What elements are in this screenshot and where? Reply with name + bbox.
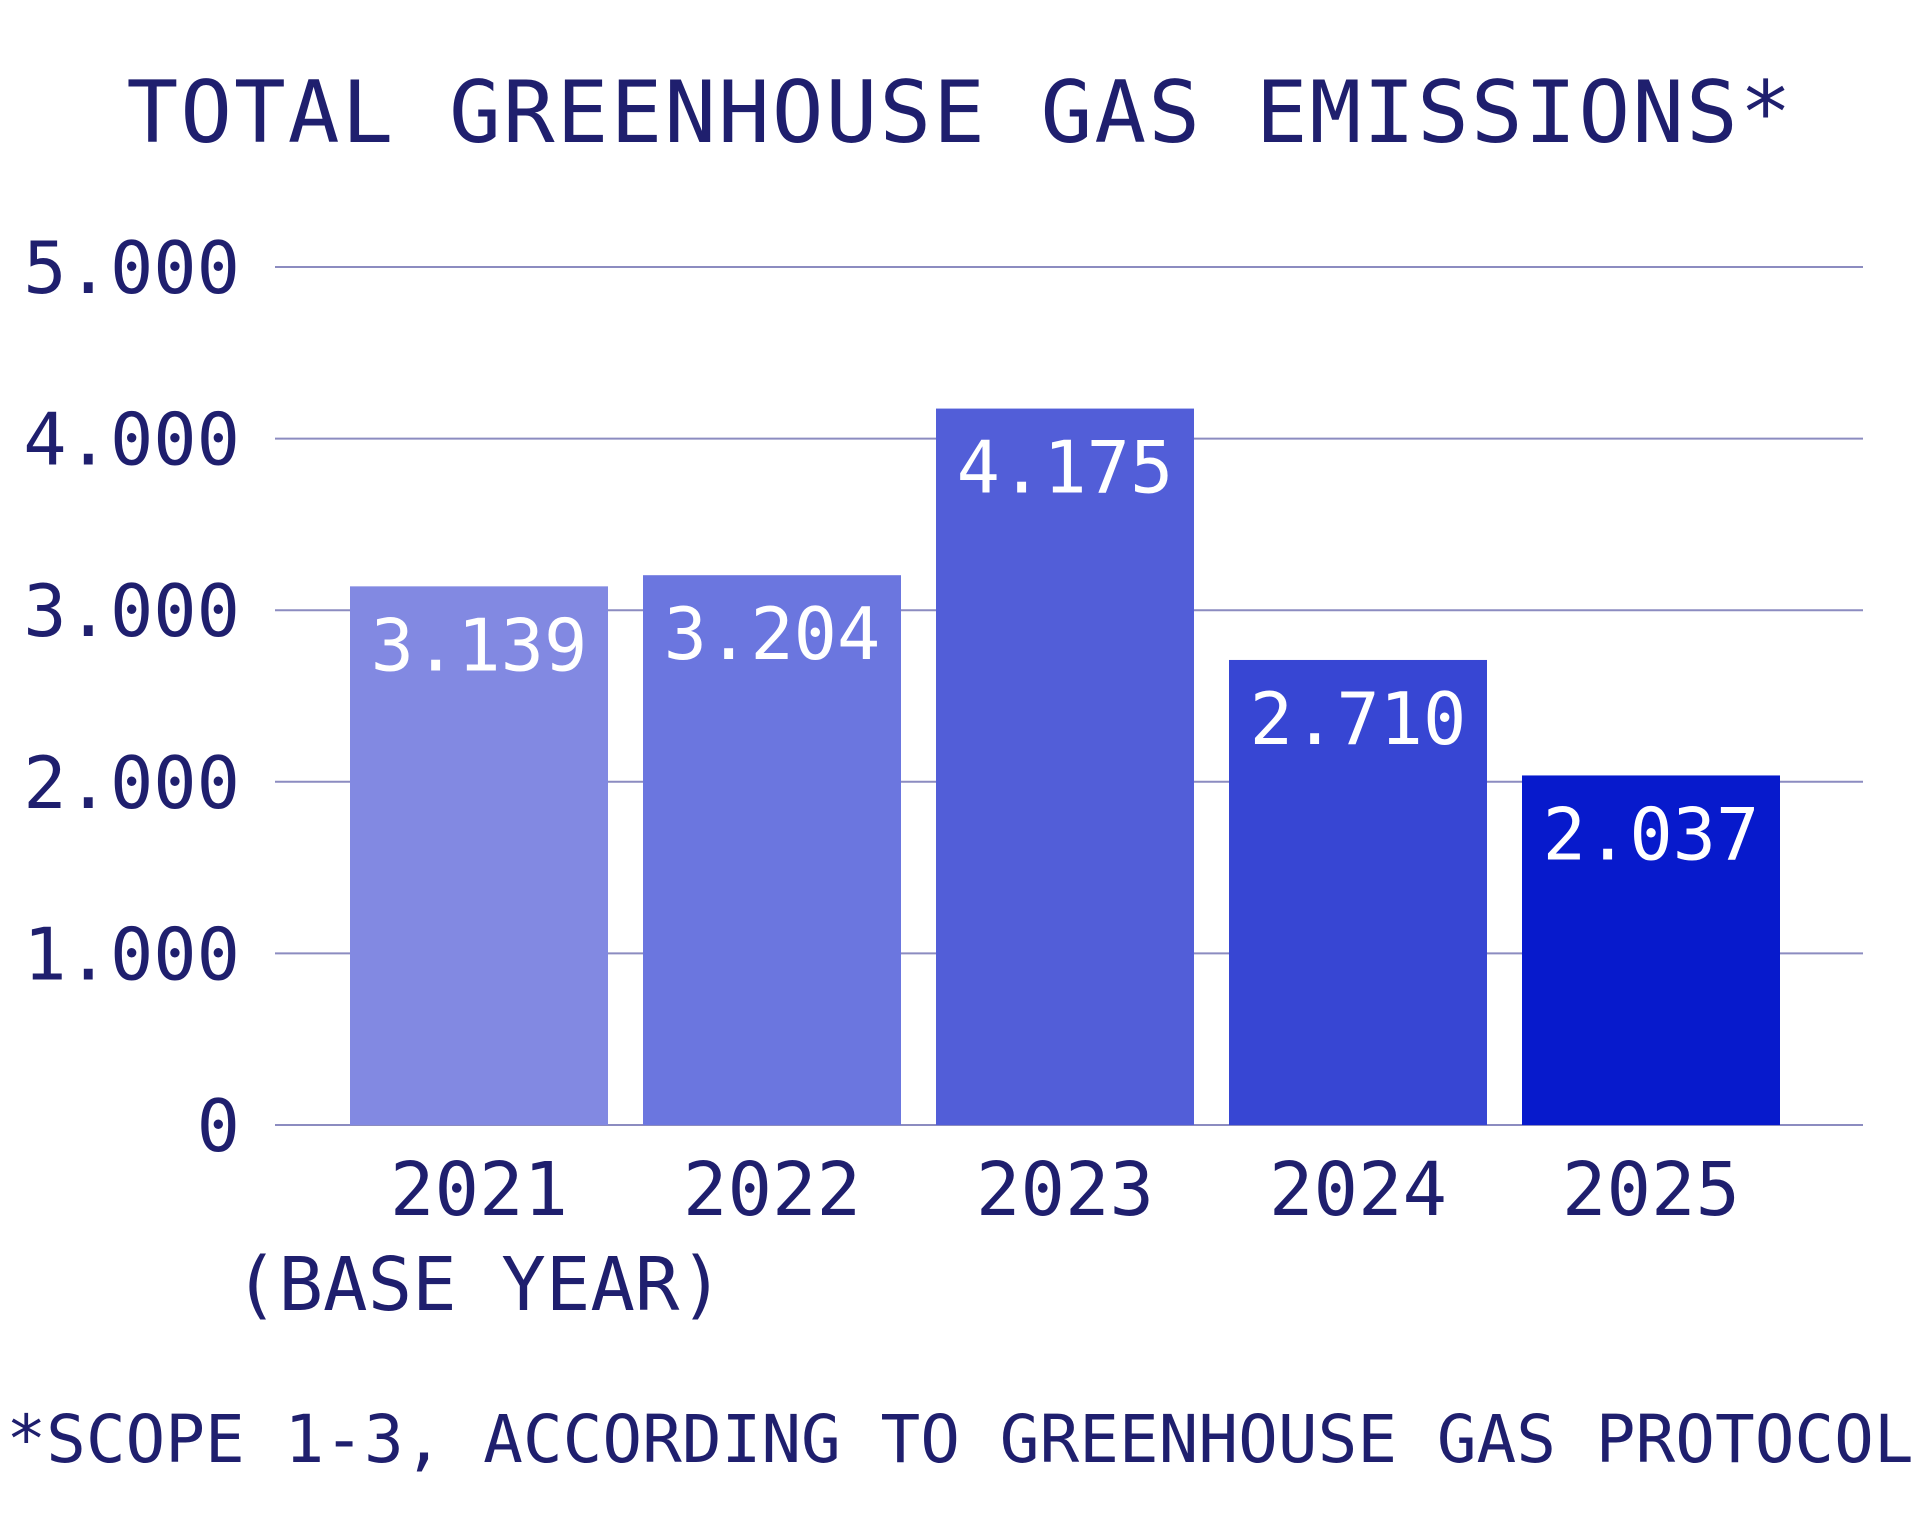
bar-value-label: 3.204 — [664, 592, 881, 676]
x-category-sublabel: (BASE YEAR) — [234, 1242, 724, 1328]
y-tick-label: 1.000 — [23, 912, 240, 996]
y-axis-ticks: 0 1.000 2.000 3.000 4.000 5.000 — [23, 226, 240, 1168]
y-tick-label: 4.000 — [23, 398, 240, 482]
y-tick-label: 5.000 — [23, 226, 240, 310]
y-tick-label: 0 — [197, 1084, 240, 1168]
bar — [936, 408, 1194, 1125]
x-category-label: 2021 — [390, 1147, 568, 1233]
x-category-label: 2024 — [1269, 1147, 1447, 1233]
bar — [1522, 775, 1780, 1125]
bar — [643, 575, 901, 1125]
bar-value-label: 2.710 — [1250, 677, 1467, 761]
bar-value-label: 2.037 — [1543, 792, 1760, 876]
bar-value-labels: 3.139 3.204 4.175 2.710 2.037 — [371, 426, 1760, 877]
bar — [1229, 659, 1487, 1125]
y-tick-label: 3.000 — [23, 569, 240, 653]
bar — [350, 586, 608, 1125]
x-category-label: 2025 — [1562, 1147, 1740, 1233]
bar-value-label: 3.139 — [371, 603, 588, 687]
footnote: *SCOPE 1-3, ACCORDING TO GREENHOUSE GAS … — [6, 1401, 1913, 1478]
x-category-label: 2022 — [683, 1147, 861, 1233]
bar-value-label: 4.175 — [957, 426, 1174, 510]
chart-title: TOTAL GREENHOUSE GAS EMISSIONS* — [126, 63, 1793, 163]
y-tick-label: 2.000 — [23, 741, 240, 825]
x-category-label: 2023 — [976, 1147, 1154, 1233]
bars — [350, 408, 1780, 1125]
x-axis-categories: 2021 (BASE YEAR) 2022 2023 2024 2025 — [234, 1147, 1740, 1328]
